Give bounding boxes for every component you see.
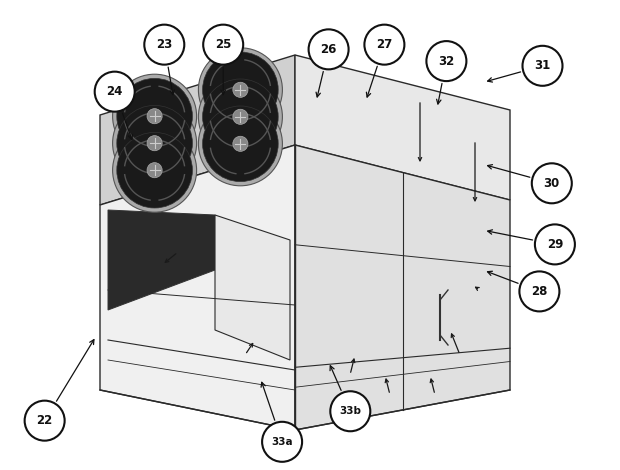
Circle shape	[365, 24, 404, 65]
Text: 30: 30	[544, 177, 560, 190]
Circle shape	[203, 24, 243, 65]
Circle shape	[520, 271, 559, 312]
Circle shape	[233, 136, 248, 151]
Text: 26: 26	[321, 43, 337, 56]
Circle shape	[262, 422, 302, 462]
Text: 28: 28	[531, 285, 547, 298]
Circle shape	[427, 41, 466, 81]
Circle shape	[113, 128, 197, 212]
Circle shape	[198, 75, 282, 159]
Circle shape	[309, 29, 348, 70]
Text: 32: 32	[438, 55, 454, 68]
Circle shape	[117, 133, 192, 208]
Circle shape	[233, 109, 248, 125]
Circle shape	[117, 105, 192, 181]
Text: 25: 25	[215, 38, 231, 51]
Circle shape	[203, 52, 278, 127]
Circle shape	[203, 106, 278, 181]
Text: 27: 27	[376, 38, 392, 51]
Text: eReplacementParts.com: eReplacementParts.com	[225, 253, 395, 267]
Circle shape	[198, 102, 282, 186]
Polygon shape	[108, 210, 215, 310]
Text: 33b: 33b	[339, 406, 361, 416]
Text: 24: 24	[107, 85, 123, 98]
Polygon shape	[215, 215, 290, 360]
Circle shape	[523, 46, 562, 86]
Circle shape	[535, 224, 575, 265]
Polygon shape	[100, 55, 295, 205]
Circle shape	[233, 82, 248, 97]
Text: 22: 22	[37, 414, 53, 427]
Text: 33a: 33a	[272, 437, 293, 447]
Circle shape	[113, 74, 197, 158]
Circle shape	[25, 400, 64, 441]
Circle shape	[147, 109, 162, 124]
Circle shape	[117, 78, 192, 154]
Polygon shape	[295, 55, 510, 200]
Circle shape	[113, 101, 197, 185]
Polygon shape	[100, 145, 295, 430]
Text: 23: 23	[156, 38, 172, 51]
Circle shape	[198, 48, 282, 132]
Circle shape	[330, 391, 370, 431]
Circle shape	[144, 24, 184, 65]
Circle shape	[147, 136, 162, 151]
Circle shape	[95, 71, 135, 112]
Circle shape	[532, 163, 572, 204]
Text: 29: 29	[547, 238, 563, 251]
Text: 31: 31	[534, 59, 551, 72]
Polygon shape	[295, 145, 510, 430]
Circle shape	[147, 163, 162, 178]
Circle shape	[203, 79, 278, 155]
